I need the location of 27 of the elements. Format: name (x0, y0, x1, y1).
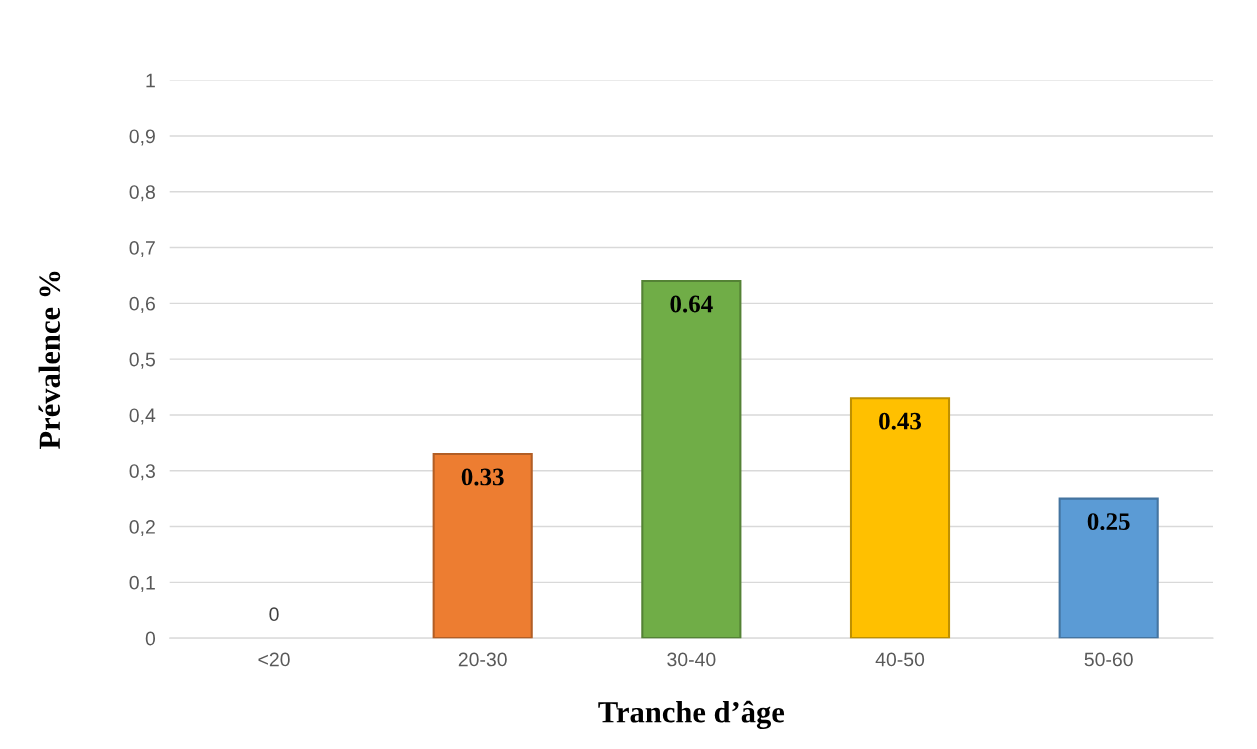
y-tick-label: 0,8 (129, 185, 155, 202)
bar (1058, 497, 1159, 639)
x-tick-label: <20 (258, 652, 290, 667)
x-axis-title: Tranche d’âge (598, 700, 785, 730)
x-tick-label: 20-30 (458, 652, 507, 667)
y-axis-title: Prévalence % (38, 271, 61, 449)
data-label: 0.25 (1087, 513, 1130, 531)
y-tick-label: 0,9 (129, 129, 155, 146)
bar (432, 452, 533, 639)
data-label: 0 (269, 607, 279, 622)
y-tick-label: 0,2 (129, 520, 155, 537)
y-tick-label: 1 (146, 73, 155, 88)
x-tick-label: 40-50 (875, 652, 925, 667)
data-label: 0.33 (461, 468, 504, 486)
data-label: 0.43 (879, 412, 922, 430)
data-label: 0.64 (670, 295, 713, 313)
x-tick-label: 50-60 (1084, 652, 1133, 667)
bar (849, 397, 951, 639)
bar (641, 279, 742, 639)
y-tick-label: 0,4 (129, 408, 156, 425)
y-tick-label: 0,6 (129, 296, 155, 313)
x-tick-label: 30-40 (667, 652, 716, 667)
y-tick-label: 0 (145, 631, 156, 646)
y-tick-label: 0,7 (129, 241, 155, 258)
y-tick-label: 0,1 (129, 575, 155, 592)
y-tick-label: 0,5 (129, 352, 155, 369)
y-tick-label: 0,3 (129, 464, 155, 481)
